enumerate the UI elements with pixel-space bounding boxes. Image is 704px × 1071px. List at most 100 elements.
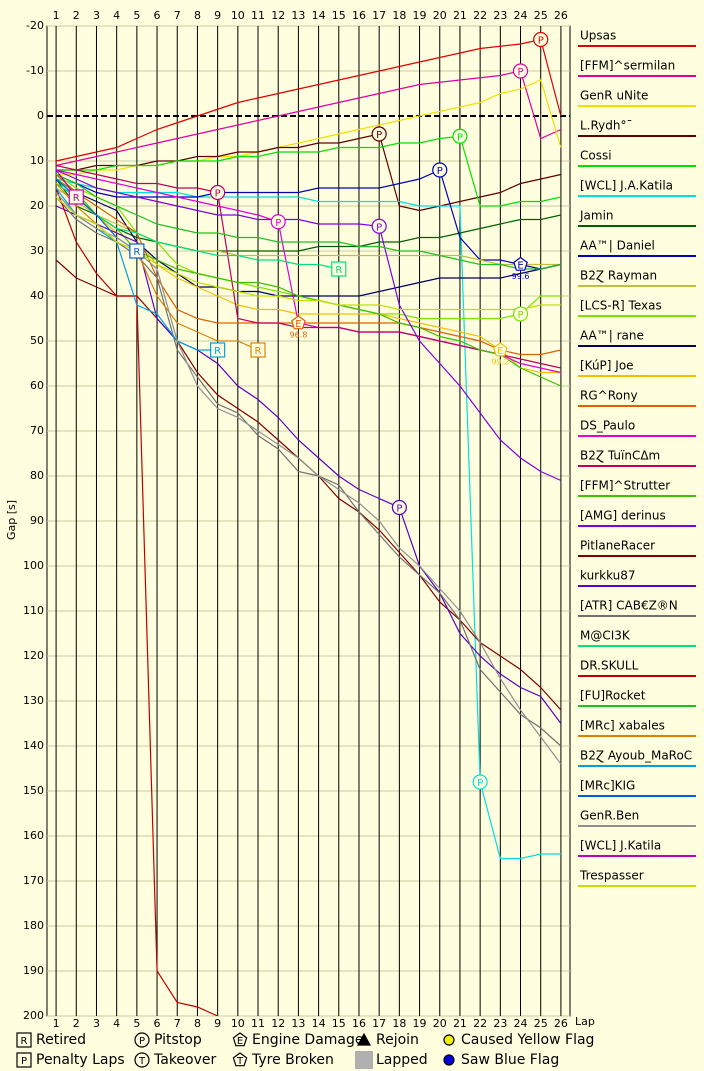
- y-tick-label: 110: [23, 604, 44, 617]
- x-tick-label-top: 3: [93, 9, 100, 22]
- y-tick-label: 170: [23, 874, 44, 887]
- key-symbol: [356, 1032, 372, 1046]
- x-tick-label-top: 12: [271, 9, 285, 22]
- legend-label: [MRc] xabales: [580, 719, 665, 733]
- event-marker: [432, 162, 448, 178]
- legend-label: [AMG] derinus: [580, 509, 666, 523]
- y-tick-label: 120: [23, 649, 44, 662]
- legend-label: Trespasser: [579, 869, 644, 883]
- x-tick-label-top: 22: [473, 9, 487, 22]
- x-tick-label: 7: [174, 1017, 181, 1030]
- event-symbol: E: [497, 346, 503, 357]
- legend-label: RG^Rony: [580, 389, 638, 403]
- event-marker: [371, 126, 387, 142]
- x-tick-label: 10: [231, 1017, 245, 1030]
- x-tick-label-top: 4: [113, 9, 120, 22]
- series-line: [55, 187, 218, 1016]
- x-tick-label-top: 26: [554, 9, 568, 22]
- y-tick-label: 140: [23, 739, 44, 752]
- series-line: [56, 133, 562, 212]
- event-marker: [68, 189, 84, 205]
- x-tick-label: 11: [251, 1017, 265, 1030]
- y-tick-label: 160: [23, 829, 44, 842]
- x-axis-label: Lap: [575, 1015, 595, 1028]
- x-tick-label: 2: [73, 1017, 80, 1030]
- legend-label: [FU]Rocket: [580, 689, 646, 703]
- key-label: Pitstop: [154, 1032, 202, 1048]
- x-tick-label-top: 11: [251, 9, 265, 22]
- event-symbol: E: [517, 261, 523, 272]
- x-tick-label: 9: [214, 1017, 221, 1030]
- legend-label: B2Ɀ Rayman: [580, 269, 657, 284]
- key-symbol: [16, 1052, 32, 1068]
- legend-label: B2Ɀ Ayoub_MaRoC: [580, 749, 692, 764]
- series-line: [55, 169, 562, 482]
- event-symbol: P: [396, 504, 402, 515]
- key-symbol-letter: R: [21, 1036, 28, 1047]
- legend-label: GenR.Ben: [580, 809, 639, 823]
- x-tick-label-top: 15: [332, 9, 346, 22]
- event-symbol: P: [518, 67, 524, 78]
- series-line: [55, 38, 562, 162]
- event-marker: [371, 218, 387, 234]
- key-symbol: [232, 1052, 248, 1067]
- x-tick-label: 4: [113, 1017, 120, 1030]
- series-line: [55, 174, 562, 356]
- key-symbol: [443, 1054, 455, 1066]
- key-symbol: [232, 1032, 248, 1047]
- legend-label: GenR uNite: [580, 89, 648, 103]
- series-line: [55, 70, 562, 167]
- series-line: [55, 183, 339, 270]
- y-tick-label: 10: [30, 154, 44, 167]
- series-line: [55, 178, 562, 252]
- legend-label: AA™| rane: [580, 329, 644, 343]
- key-label: Saw Blue Flag: [461, 1052, 559, 1068]
- x-tick-label: 26: [554, 1017, 568, 1030]
- x-tick-label: 3: [93, 1017, 100, 1030]
- x-tick-label: 19: [413, 1017, 427, 1030]
- legend-label: [KúP] Joe: [580, 359, 634, 373]
- key-label: Engine Damage: [252, 1032, 364, 1048]
- x-tick-label-top: 14: [312, 9, 326, 22]
- key-symbol: [443, 1034, 455, 1046]
- series-line: [55, 183, 259, 351]
- x-tick-label-top: 5: [133, 9, 140, 22]
- y-tick-label: -20: [26, 19, 44, 32]
- event-symbol: P: [477, 778, 483, 789]
- series-line: [55, 173, 562, 270]
- y-tick-label: 0: [37, 109, 44, 122]
- x-tick-label-top: 2: [73, 9, 80, 22]
- x-tick-label-top: 24: [514, 9, 528, 22]
- series-line: [55, 169, 562, 270]
- y-tick-label: 100: [23, 559, 44, 572]
- event-label: 99.6: [512, 272, 530, 281]
- legend-label: kurkku87: [580, 569, 636, 583]
- series-line: [55, 164, 562, 369]
- key-symbol-letter: T: [138, 1056, 146, 1067]
- x-tick-label-top: 6: [154, 9, 161, 22]
- x-tick-label: 18: [392, 1017, 406, 1030]
- legend-label: L.Rydh°¯: [580, 119, 633, 133]
- event-label: 96.8: [289, 331, 307, 340]
- event-marker: [533, 31, 549, 48]
- series-line: [55, 178, 561, 860]
- legend-label: B2Ɀ TuïnCΔm: [580, 449, 660, 464]
- y-tick-label: 130: [23, 694, 44, 707]
- y-tick-label: 50: [30, 334, 44, 347]
- event-symbol: E: [295, 319, 301, 330]
- x-tick-label-top: 18: [392, 9, 406, 22]
- x-tick-label: 8: [194, 1017, 201, 1030]
- x-tick-label: 22: [473, 1017, 487, 1030]
- x-tick-label-top: 16: [352, 9, 366, 22]
- event-symbol: P: [518, 310, 524, 321]
- y-tick-label: 190: [23, 964, 44, 977]
- legend-label: [WCL] J.A.Katila: [580, 179, 673, 193]
- x-tick-label-top: 7: [174, 9, 181, 22]
- key-symbol-letter: E: [237, 1036, 243, 1047]
- legend-label: [LCS-R] Texas: [580, 299, 662, 313]
- event-marker: [452, 128, 468, 144]
- y-tick-label: 80: [30, 469, 44, 482]
- event-marker: [129, 243, 145, 259]
- y-axis-label: Gap [s]: [5, 500, 18, 540]
